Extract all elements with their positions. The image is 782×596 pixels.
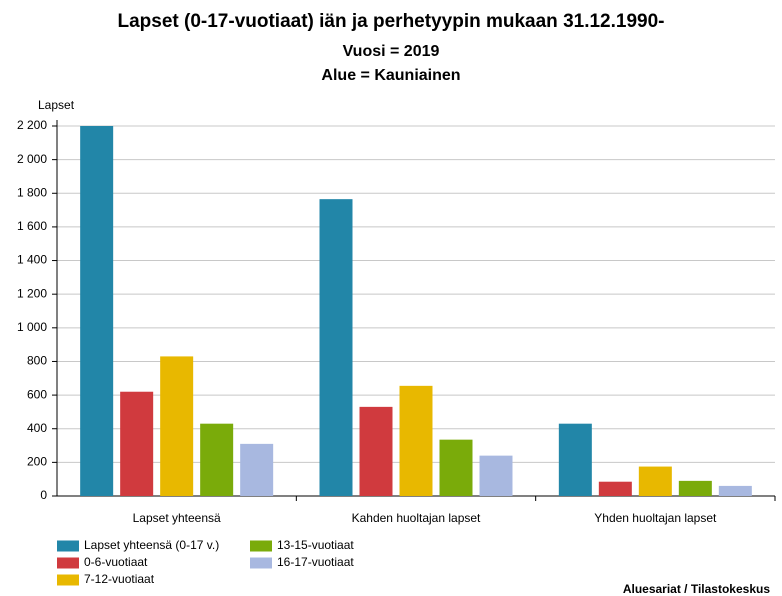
y-axis-label: Lapset xyxy=(38,98,75,112)
y-tick-label: 1 000 xyxy=(17,320,47,334)
chart-subtitle: Alue = Kauniainen xyxy=(321,67,460,84)
bar xyxy=(399,385,433,496)
bar xyxy=(80,126,114,496)
source: Aluesariat / Tilastokeskus xyxy=(623,582,771,596)
x-tick-label: Lapset yhteensä xyxy=(133,511,221,525)
legend-label: 7-12-vuotiaat xyxy=(84,572,155,586)
chart-title: Lapset (0-17-vuotiaat) iän ja perhetyypi… xyxy=(118,11,665,32)
y-tick-label: 2 000 xyxy=(17,152,47,166)
legend-label: 13-15-vuotiaat xyxy=(277,538,354,552)
bar xyxy=(439,439,473,496)
bar xyxy=(319,199,353,496)
y-tick-label: 200 xyxy=(27,455,47,469)
legend-label: Lapset yhteensä (0-17 v.) xyxy=(84,538,219,552)
bar xyxy=(598,481,632,496)
bar xyxy=(160,356,194,496)
bar xyxy=(558,423,592,496)
bar xyxy=(359,406,393,496)
y-tick-label: 2 200 xyxy=(17,118,47,132)
bar xyxy=(120,391,154,496)
chart-subtitle: Vuosi = 2019 xyxy=(343,43,440,60)
bar xyxy=(240,443,274,496)
y-tick-label: 600 xyxy=(27,387,47,401)
y-tick-label: 1 600 xyxy=(17,219,47,233)
legend-label: 0-6-vuotiaat xyxy=(84,555,148,569)
bar xyxy=(718,485,752,496)
bar xyxy=(200,423,234,496)
x-tick-label: Kahden huoltajan lapset xyxy=(352,511,481,525)
x-tick-label: Yhden huoltajan lapset xyxy=(594,511,717,525)
legend-swatch xyxy=(250,540,272,552)
y-tick-label: 800 xyxy=(27,354,47,368)
legend-swatch xyxy=(57,557,79,569)
bar xyxy=(479,455,513,496)
legend-swatch xyxy=(250,557,272,569)
y-tick-label: 1 800 xyxy=(17,185,47,199)
bar xyxy=(638,466,672,496)
legend-label: 16-17-vuotiaat xyxy=(277,555,354,569)
y-tick-label: 0 xyxy=(40,488,47,502)
y-tick-label: 1 400 xyxy=(17,253,47,267)
legend-swatch xyxy=(57,540,79,552)
y-tick-label: 1 200 xyxy=(17,286,47,300)
y-tick-label: 400 xyxy=(27,421,47,435)
legend-swatch xyxy=(57,574,79,586)
bar xyxy=(678,480,712,496)
